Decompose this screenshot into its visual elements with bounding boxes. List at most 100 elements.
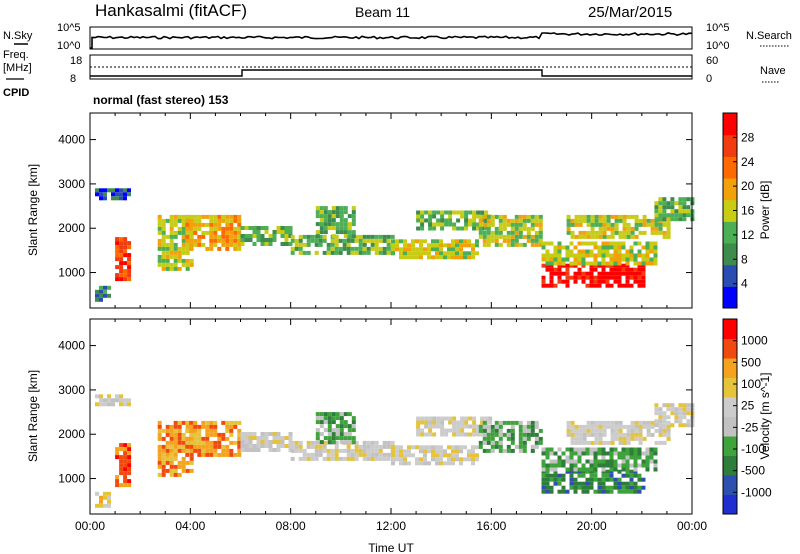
heatmap-cell bbox=[460, 428, 465, 433]
heatmap-cell bbox=[127, 451, 132, 456]
heatmap-cell bbox=[610, 428, 615, 433]
nsearch-label: N.Search bbox=[746, 30, 792, 42]
heatmap-cell bbox=[617, 455, 622, 460]
heatmap-cell bbox=[490, 428, 495, 433]
heatmap-cell bbox=[476, 428, 481, 433]
heatmap-cell bbox=[185, 238, 190, 243]
heatmap-cell bbox=[633, 275, 638, 280]
heatmap-cell bbox=[177, 266, 182, 271]
heatmap-cell bbox=[578, 234, 583, 239]
heatmap-cell bbox=[602, 424, 607, 429]
heatmap-cell bbox=[423, 461, 427, 466]
heatmap-cell bbox=[646, 420, 651, 425]
heatmap-cell bbox=[510, 436, 515, 441]
heatmap-cell bbox=[463, 445, 467, 450]
heatmap-cell bbox=[213, 428, 218, 433]
heatmap-cell bbox=[119, 402, 123, 407]
heatmap-cell bbox=[506, 448, 511, 453]
heatmap-cell bbox=[502, 222, 507, 227]
heatmap-cell bbox=[538, 214, 543, 219]
heatmap-cell bbox=[420, 218, 425, 223]
heatmap-cell bbox=[649, 459, 654, 464]
heatmap-cell bbox=[382, 452, 387, 457]
heatmap-cell bbox=[686, 209, 691, 214]
heatmap-cell bbox=[339, 420, 344, 425]
heatmap-cell bbox=[463, 239, 467, 244]
heatmap-cell bbox=[165, 456, 170, 461]
heatmap-cell bbox=[678, 407, 683, 412]
heatmap-cell bbox=[455, 449, 459, 454]
heatmap-cell bbox=[173, 428, 178, 433]
heatmap-cell bbox=[460, 416, 465, 421]
heatmap-cell bbox=[362, 238, 367, 243]
heatmap-cell bbox=[686, 197, 691, 202]
heatmap-cell bbox=[169, 472, 174, 477]
heatmap-cell bbox=[448, 416, 453, 421]
heatmap-cell bbox=[561, 271, 566, 276]
heatmap-cell bbox=[428, 226, 433, 231]
heatmap-cell bbox=[157, 246, 162, 251]
heatmap-cell bbox=[490, 234, 495, 239]
heatmap-cell bbox=[252, 242, 257, 246]
heatmap-cell bbox=[625, 481, 630, 486]
heatmap-cell bbox=[626, 230, 631, 235]
heatmap-cell bbox=[610, 436, 615, 441]
heatmap-cell bbox=[272, 230, 277, 234]
heatmap-cell bbox=[288, 444, 293, 448]
heatmap-cell bbox=[464, 416, 469, 421]
nsky-trace bbox=[90, 32, 693, 49]
heatmap-cell bbox=[613, 261, 618, 266]
heatmap-cell bbox=[233, 424, 238, 429]
heatmap-cell bbox=[585, 241, 590, 246]
heatmap-cell bbox=[460, 214, 465, 219]
heatmap-cell bbox=[678, 419, 683, 424]
heatmap-cell bbox=[617, 253, 622, 258]
heatmap-cell bbox=[264, 444, 269, 448]
heatmap-cell bbox=[382, 456, 387, 461]
heatmap-cell bbox=[654, 213, 659, 218]
heatmap-cell bbox=[569, 485, 574, 490]
heatmap-cell bbox=[577, 469, 582, 474]
heatmap-cell bbox=[486, 214, 491, 219]
heatmap-cell bbox=[197, 436, 202, 441]
heatmap-cell bbox=[302, 242, 307, 247]
heatmap-cell bbox=[534, 440, 539, 445]
heatmap-cell bbox=[240, 432, 245, 436]
heatmap-cell bbox=[403, 255, 407, 260]
heatmap-cell bbox=[225, 448, 230, 453]
heatmap-cell bbox=[498, 440, 503, 445]
heatmap-cell bbox=[486, 222, 491, 227]
heatmap-cell bbox=[545, 467, 550, 472]
heatmap-cell bbox=[617, 279, 622, 284]
heatmap-cell bbox=[622, 440, 627, 445]
heatmap-cell bbox=[440, 214, 445, 219]
heatmap-cell bbox=[553, 245, 558, 250]
heatmap-cell bbox=[557, 253, 562, 258]
heatmap-cell bbox=[502, 214, 507, 219]
heatmap-cell bbox=[248, 432, 253, 436]
heatmap-cell bbox=[549, 275, 554, 280]
heatmap-cell bbox=[460, 424, 465, 429]
heatmap-cell bbox=[597, 253, 602, 258]
heatmap-cell bbox=[658, 411, 663, 416]
heatmap-cell bbox=[327, 420, 332, 425]
heatmap-cell bbox=[637, 263, 642, 268]
heatmap-cell bbox=[589, 283, 594, 288]
colorbar-segment bbox=[723, 319, 737, 339]
heatmap-cell bbox=[654, 411, 659, 416]
heatmap-cell bbox=[209, 424, 214, 429]
heatmap-cell bbox=[602, 226, 607, 231]
heatmap-cell bbox=[650, 222, 655, 227]
heatmap-cell bbox=[318, 448, 323, 453]
heatmap-cell bbox=[374, 234, 379, 239]
heatmap-cell bbox=[633, 459, 638, 464]
heatmap-cell bbox=[476, 432, 481, 437]
heatmap-cell bbox=[541, 451, 546, 456]
heatmap-cell bbox=[590, 234, 595, 239]
heatmap-cell bbox=[169, 468, 174, 473]
heatmap-cell bbox=[478, 444, 483, 449]
heatmap-cell bbox=[233, 226, 238, 231]
heatmap-cell bbox=[522, 226, 527, 231]
heatmap-cell bbox=[549, 241, 554, 246]
heatmap-cell bbox=[391, 449, 395, 454]
